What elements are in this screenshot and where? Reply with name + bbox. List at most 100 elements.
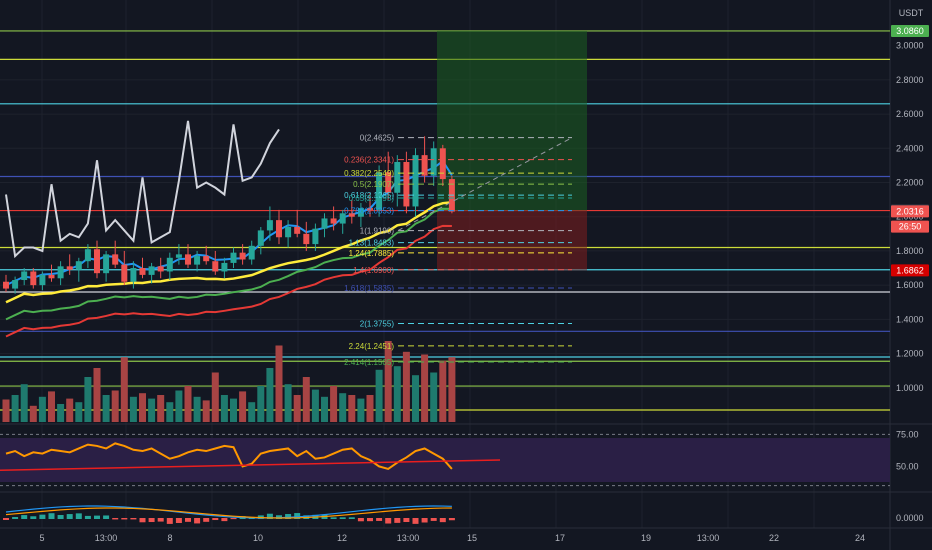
candle-body[interactable] — [157, 266, 164, 272]
fibonacci-retracement[interactable]: 0(2.4625) 0.236(2.3341) 0.382(2.2549) 0.5(2… — [344, 134, 573, 367]
candle-body[interactable] — [84, 249, 91, 262]
candle-body[interactable] — [30, 271, 37, 286]
volume-bar — [339, 393, 347, 422]
candle-body[interactable] — [39, 274, 46, 286]
fib-trend-line[interactable] — [397, 137, 573, 232]
candle-body[interactable] — [294, 226, 301, 234]
candle-body[interactable] — [166, 257, 173, 272]
candle-body[interactable] — [412, 155, 419, 207]
candle-body[interactable] — [103, 254, 110, 274]
candle-body[interactable] — [239, 252, 246, 260]
macd-histogram-bar — [203, 518, 210, 522]
candles[interactable] — [3, 136, 455, 294]
price-tag-label: 2.0316 — [896, 206, 924, 216]
macd-histogram-bar — [175, 518, 182, 523]
volume-bar — [48, 391, 55, 422]
time-tick-label: 22 — [769, 533, 779, 543]
fib-level-label: 0(2.4625) — [360, 134, 395, 143]
price-axis[interactable]: 3.00002.80002.60002.40002.20002.00001.80… — [891, 24, 929, 523]
candle-body[interactable] — [212, 261, 219, 272]
macd-histogram-bar — [212, 518, 219, 521]
candle-body[interactable] — [376, 172, 383, 210]
fib-level-label: 0.65(2.1095) — [349, 194, 395, 203]
candle-body[interactable] — [367, 208, 373, 210]
candle-body[interactable] — [285, 226, 292, 238]
candle-body[interactable] — [75, 261, 82, 270]
candle-body[interactable] — [248, 245, 255, 260]
macd-histogram-bar — [394, 518, 401, 523]
candle-body[interactable] — [321, 218, 328, 229]
volume-bars — [2, 341, 456, 422]
candle-body[interactable] — [121, 264, 128, 282]
volume-bar — [239, 391, 247, 422]
volume-bar — [157, 395, 165, 422]
volume-bar — [275, 345, 283, 422]
macd-pane[interactable] — [3, 505, 455, 524]
volume-bar — [102, 395, 110, 422]
candle-body[interactable] — [403, 161, 410, 207]
volume-bar — [321, 396, 328, 422]
macd-histogram-bar — [339, 517, 346, 519]
volume-bar — [375, 369, 383, 422]
time-tick-label: 12 — [337, 533, 347, 543]
macd-histogram-bar — [403, 518, 410, 522]
candle-body[interactable] — [139, 268, 146, 275]
candle-body[interactable] — [3, 281, 9, 289]
candle-body[interactable] — [276, 220, 282, 238]
candle-body[interactable] — [221, 262, 228, 272]
long-stop-zone[interactable] — [437, 210, 587, 271]
candle-body[interactable] — [112, 254, 119, 265]
candle-body[interactable] — [385, 172, 392, 193]
volume-bar — [211, 372, 219, 422]
candle-body[interactable] — [330, 218, 337, 224]
candle-body[interactable] — [430, 148, 437, 176]
candle-body[interactable] — [57, 266, 64, 279]
time-axis[interactable]: 5 13:00 8 10 12 13:00 15 17 19 13:00 22 24 — [39, 533, 865, 543]
candle-body[interactable] — [48, 274, 55, 279]
candle-body[interactable] — [94, 249, 100, 274]
candle-body[interactable] — [266, 220, 273, 231]
candle-body[interactable] — [21, 271, 28, 281]
candle-body[interactable] — [421, 155, 428, 176]
price-tick-label: 1.0000 — [896, 383, 924, 393]
candle-body[interactable] — [394, 161, 401, 193]
price-tick-label: 3.0000 — [896, 41, 924, 51]
candle-body[interactable] — [348, 213, 355, 217]
green-band-line — [5, 207, 452, 321]
macd-tick-label: 0.0000 — [896, 513, 924, 523]
candle-body[interactable] — [339, 213, 346, 224]
macd-histogram-bar — [330, 517, 337, 519]
candle-body[interactable] — [185, 254, 191, 265]
candle-body[interactable] — [175, 254, 182, 258]
volume-bar — [357, 398, 365, 422]
candle-body[interactable] — [303, 233, 310, 245]
macd-histogram-bar — [21, 515, 28, 519]
candle-body[interactable] — [230, 252, 237, 263]
rsi-trend-line[interactable] — [0, 459, 501, 471]
candle-body[interactable] — [439, 148, 446, 180]
candle-body[interactable] — [194, 256, 201, 265]
candle-body[interactable] — [148, 266, 155, 275]
time-tick-label: 13:00 — [95, 533, 118, 543]
long-profit-zone[interactable] — [437, 30, 587, 211]
rsi-tick-label: 50.00 — [896, 461, 919, 471]
candle-body[interactable] — [66, 266, 73, 270]
candle-body[interactable] — [357, 208, 364, 217]
candle-body[interactable] — [257, 230, 264, 246]
time-tick-label: 19 — [641, 533, 651, 543]
volume-bar — [57, 404, 65, 422]
price-tag-label: 26:50 — [899, 222, 922, 232]
candle-body[interactable] — [203, 256, 210, 262]
price-tick-label: 2.8000 — [896, 75, 924, 85]
fib-level-label: 1.618(1.5835) — [344, 284, 394, 293]
candle-body[interactable] — [312, 228, 319, 245]
macd-histogram-bar — [121, 518, 128, 520]
candle-body[interactable] — [12, 280, 19, 289]
fib-level-label: 1.13(1.8483) — [349, 239, 395, 248]
long-position-tool[interactable] — [437, 30, 587, 271]
volume-bar — [166, 402, 174, 422]
rsi-pane[interactable] — [0, 433, 890, 487]
candle-body[interactable] — [130, 268, 137, 282]
volume-bar — [311, 389, 319, 422]
